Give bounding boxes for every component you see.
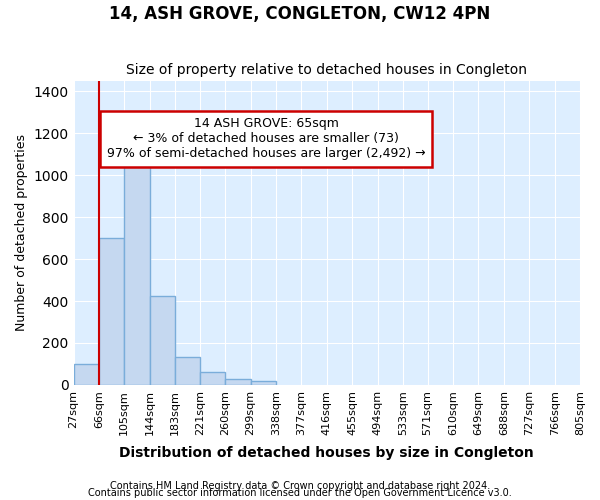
Y-axis label: Number of detached properties: Number of detached properties xyxy=(15,134,28,332)
Text: Contains HM Land Registry data © Crown copyright and database right 2024.: Contains HM Land Registry data © Crown c… xyxy=(110,481,490,491)
Bar xyxy=(225,378,251,385)
Text: 14 ASH GROVE: 65sqm
← 3% of detached houses are smaller (73)
97% of semi-detache: 14 ASH GROVE: 65sqm ← 3% of detached hou… xyxy=(107,118,425,160)
Bar xyxy=(124,148,150,385)
Text: Contains public sector information licensed under the Open Government Licence v3: Contains public sector information licen… xyxy=(88,488,512,498)
Text: 14, ASH GROVE, CONGLETON, CW12 4PN: 14, ASH GROVE, CONGLETON, CW12 4PN xyxy=(109,5,491,23)
Bar xyxy=(150,296,175,385)
Bar xyxy=(99,238,124,385)
Bar xyxy=(200,372,225,385)
X-axis label: Distribution of detached houses by size in Congleton: Distribution of detached houses by size … xyxy=(119,446,534,460)
Title: Size of property relative to detached houses in Congleton: Size of property relative to detached ho… xyxy=(126,63,527,77)
Bar xyxy=(251,380,276,385)
Bar xyxy=(175,356,200,385)
Bar xyxy=(74,364,99,385)
